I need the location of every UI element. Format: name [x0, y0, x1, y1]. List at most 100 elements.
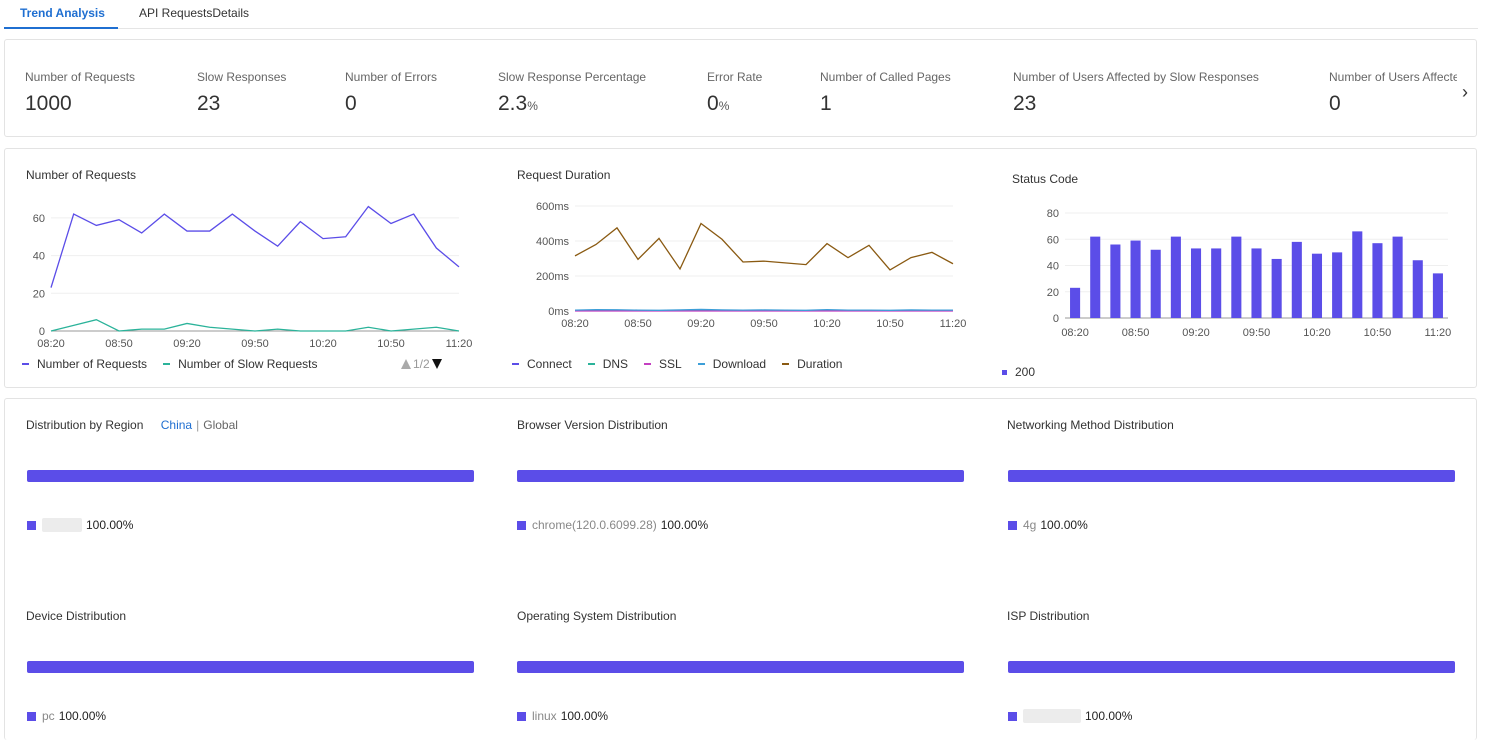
kpi-requests: Number of Requests 1000: [25, 70, 135, 116]
bar: [1332, 252, 1343, 318]
kpi-error-rate: Error Rate 0%: [707, 70, 762, 116]
y-tick-label: 20: [33, 288, 45, 300]
legend-pager: 1/2: [401, 357, 442, 371]
legend-square-icon: [27, 520, 36, 530]
legend-item-ssl[interactable]: SSL: [644, 357, 682, 371]
x-tick-label: 10:20: [309, 338, 337, 350]
dist-bar-device[interactable]: [27, 661, 474, 673]
legend-label: Number of Requests: [37, 357, 148, 371]
dist-bar-region[interactable]: [27, 470, 474, 482]
legend-item-download[interactable]: Download: [697, 357, 767, 371]
chart-title-requests: Number of Requests: [26, 168, 137, 182]
legend-item-connect[interactable]: Connect: [512, 357, 572, 371]
dist-title-region: Distribution by Region China | Global: [26, 418, 238, 432]
kpi-number: 0: [345, 92, 357, 115]
x-tick-label: 10:50: [377, 338, 405, 350]
legend-item-slow-requests[interactable]: Number of Slow Requests: [163, 357, 317, 371]
dist-bar-browser[interactable]: [517, 470, 964, 482]
dist-bar-network[interactable]: [1008, 470, 1455, 482]
kpi-errors: Number of Errors 0: [345, 70, 437, 116]
status-chart-legend: 200: [1002, 365, 1051, 379]
dist-percent: 100.00%: [58, 709, 107, 723]
kpi-strip: Number of Requests 1000 Slow Responses 2…: [25, 40, 1457, 136]
bar: [1392, 236, 1403, 318]
y-tick-label: 0ms: [548, 306, 569, 318]
bar: [1372, 243, 1383, 318]
x-tick-label: 10:20: [813, 318, 841, 330]
status-code-bar-chart: 0 20 40 60 80 08:20 08:50 09:20 09:50 10:20 10:50 1…: [1047, 208, 1452, 339]
kpi-value: 0: [1329, 92, 1457, 116]
dist-name: 4g: [1023, 518, 1037, 532]
legend-line-icon: [163, 363, 171, 365]
y-tick-label: 20: [1047, 287, 1059, 299]
region-global-option[interactable]: Global: [203, 418, 238, 432]
dist-name: linux: [532, 709, 557, 723]
tab-trend-analysis[interactable]: Trend Analysis: [20, 6, 105, 20]
x-tick-label: 08:20: [1061, 327, 1089, 339]
legend-square-icon: [1008, 711, 1017, 721]
bar: [1251, 248, 1262, 318]
legend-line-icon: [644, 363, 652, 365]
legend-item-duration[interactable]: Duration: [782, 357, 842, 371]
dist-legend-region: 100.00%: [27, 518, 133, 532]
y-tick-label: 200ms: [536, 271, 570, 283]
dist-legend-os: linux 100.00%: [517, 709, 608, 723]
bar: [1130, 240, 1141, 318]
legend-item-dns[interactable]: DNS: [587, 357, 628, 371]
dist-title-browser: Browser Version Distribution: [517, 418, 668, 432]
x-tick-label: 08:50: [1122, 327, 1150, 339]
region-china-option[interactable]: China: [160, 418, 193, 432]
x-tick-label: 11:20: [940, 318, 967, 330]
tab-api-requests-details[interactable]: API RequestsDetails: [139, 6, 250, 20]
kpi-number: 0: [707, 92, 719, 115]
pager-down-icon[interactable]: [431, 359, 442, 369]
legend-label: Download: [712, 357, 767, 371]
dist-legend-browser: chrome(120.0.6099.28) 100.00%: [517, 518, 708, 532]
dist-bar-os[interactable]: [517, 661, 964, 673]
legend-item-200[interactable]: 200: [1002, 365, 1035, 379]
region-separator: |: [196, 418, 200, 432]
kpi-label: Number of Requests: [25, 70, 136, 84]
kpi-label: Error Rate: [707, 70, 763, 84]
dist-legend-device: pc 100.00%: [27, 709, 106, 723]
dist-title-device: Device Distribution: [26, 609, 127, 623]
dist-title-os: Operating System Distribution: [517, 609, 677, 623]
bar: [1311, 253, 1323, 318]
dist-bar-isp[interactable]: [1008, 661, 1455, 673]
blurred-region-name: [42, 518, 82, 532]
pager-up-icon[interactable]: [401, 359, 411, 369]
x-tick-label: 10:20: [1303, 327, 1331, 339]
legend-square-icon: [1008, 520, 1017, 530]
x-tick-label: 08:50: [105, 338, 133, 350]
y-tick-label: 40: [1047, 261, 1059, 273]
y-tick-label: 600ms: [536, 201, 570, 213]
kpi-number: 1: [820, 92, 832, 115]
dist-legend-network: 4g 100.00%: [1008, 518, 1088, 532]
duration-line-chart: 0ms 200ms 400ms 600ms 08:20 08:50 09:20 09:50 10…: [536, 201, 967, 330]
series-line: [50, 318, 460, 332]
bar: [1211, 248, 1222, 318]
bar: [1432, 273, 1443, 318]
kpi-number: 1000: [25, 92, 72, 115]
pager-text: 1/2: [413, 357, 430, 371]
legend-line-icon: [22, 363, 29, 365]
dist-title-text: Distribution by Region: [26, 418, 144, 432]
legend-item-requests[interactable]: Number of Requests: [22, 357, 147, 371]
bar: [1231, 236, 1242, 318]
bar: [1090, 236, 1101, 318]
kpi-users-affected-slow: Number of Users Affected by Slow Respons…: [1013, 70, 1259, 116]
y-tick-label: 0: [1053, 313, 1059, 325]
x-tick-label: 11:20: [446, 338, 473, 350]
bar: [1170, 236, 1181, 318]
x-tick-label: 09:50: [750, 318, 778, 330]
legend-square-icon: [27, 711, 36, 721]
chevron-right-icon[interactable]: ›: [1462, 82, 1468, 102]
dist-percent: 100.00%: [1040, 518, 1088, 532]
kpi-number: 23: [1013, 92, 1037, 115]
dist-percent: 100.00%: [660, 518, 709, 532]
legend-square-icon: [517, 711, 526, 721]
legend-square-icon: [517, 520, 526, 530]
kpi-value: 1: [820, 92, 951, 116]
kpi-unit: %: [527, 99, 538, 113]
bar: [1110, 244, 1121, 318]
